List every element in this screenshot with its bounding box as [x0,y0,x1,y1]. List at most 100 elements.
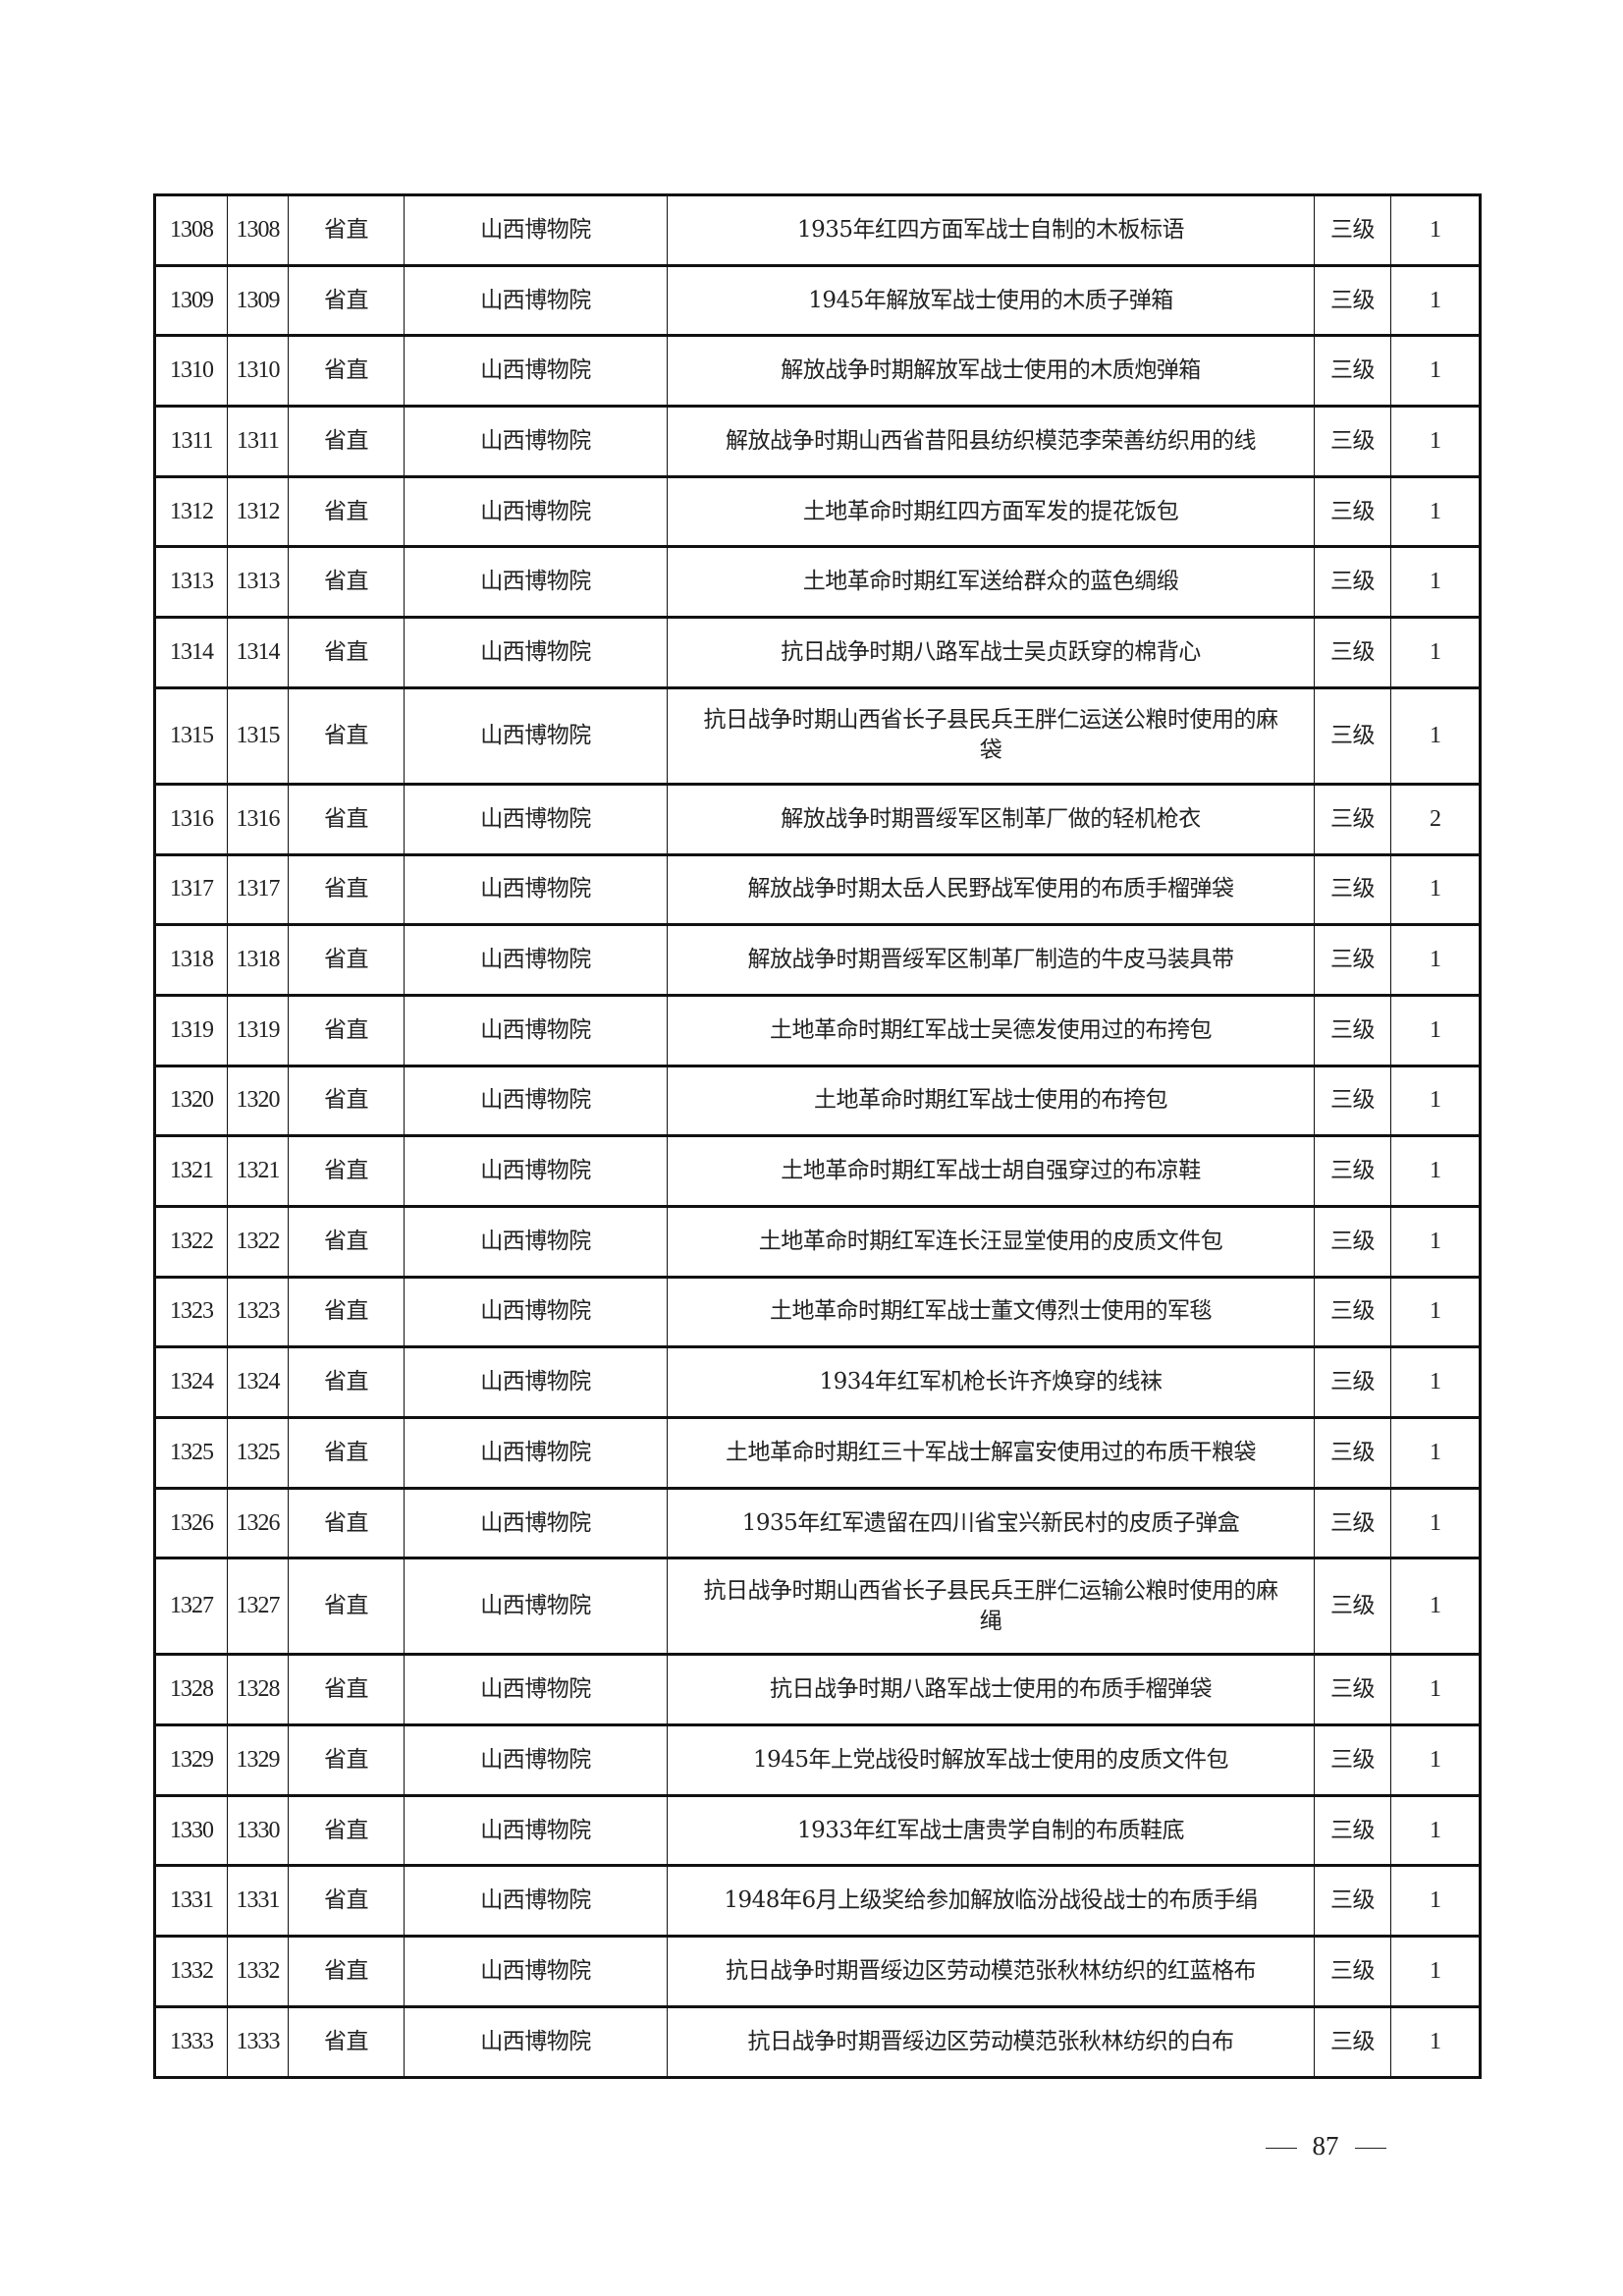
unit-cell: 山西博物院 [404,1487,668,1560]
grade-cell: 三级 [1314,686,1391,786]
table-row: 1331 1331 省直 山西博物院 1948年6月上级奖给参加解放临汾战役战士的布质手… [154,1865,1481,1939]
table-row: 1317 1317 省直 山西博物院 解放战争时期太岳人民野战军使用的布质手榴弹袋 三级 1 [154,853,1481,927]
grade-cell: 三级 [1314,1487,1391,1560]
relic-name-cell: 解放战争时期晋绥军区制革厂做的轻机枪衣 [667,783,1315,856]
table-row: 1330 1330 省直 山西博物院 1933年红军战士唐贵学自制的布质鞋底 三级 1 [154,1794,1481,1868]
quantity-cell: 1 [1390,1417,1481,1490]
table-row: 1312 1312 省直 山西博物院 土地革命时期红四方面军发的提花饭包 三级 1 [154,475,1481,549]
quantity-cell: 1 [1390,1936,1481,2008]
relic-name-cell: 抗日战争时期山西省长子县民兵王胖仁运送公粮时使用的麻袋 [667,686,1315,786]
table-row: 1329 1329 省直 山西博物院 1945年上党战役时解放军战士使用的皮质文件包 三级… [154,1724,1481,1797]
row-number: 1324 [154,1346,228,1419]
quantity-cell: 1 [1390,1135,1481,1208]
catalog-number: 1333 [227,2005,289,2079]
quantity-cell: 2 [1390,783,1481,856]
level-cell: 省直 [288,1346,405,1419]
unit-cell: 山西博物院 [404,1135,668,1208]
relic-name-cell: 解放战争时期山西省昔阳县纺织模范李荣善纺织用的线 [667,406,1315,478]
level-cell: 省直 [288,1558,405,1657]
row-number: 1327 [154,1558,228,1657]
unit-cell: 山西博物院 [404,783,668,856]
row-number: 1330 [154,1794,228,1868]
grade-cell: 三级 [1314,1936,1391,2008]
unit-cell: 山西博物院 [404,1654,668,1727]
level-cell: 省直 [288,617,405,689]
table-row: 1323 1323 省直 山西博物院 土地革命时期红军战士董文傅烈士使用的军毯 三级 1 [154,1276,1481,1349]
table-row: 1309 1309 省直 山西博物院 1945年解放军战士使用的木质子弹箱 三级 1 [154,264,1481,338]
row-number: 1316 [154,783,228,856]
row-number: 1314 [154,617,228,689]
unit-cell: 山西博物院 [404,1936,668,2008]
relic-name-cell: 土地革命时期红军战士使用的布挎包 [667,1065,1315,1138]
unit-cell: 山西博物院 [404,853,668,927]
grade-cell: 三级 [1314,1135,1391,1208]
table-row: 1319 1319 省直 山西博物院 土地革命时期红军战士吴德发使用过的布挎包 三级 1 [154,994,1481,1067]
unit-cell: 山西博物院 [404,2005,668,2079]
row-number: 1326 [154,1487,228,1560]
level-cell: 省直 [288,1865,405,1939]
grade-cell: 三级 [1314,783,1391,856]
unit-cell: 山西博物院 [404,994,668,1067]
unit-cell: 山西博物院 [404,1724,668,1797]
quantity-cell: 1 [1390,1558,1481,1657]
catalog-number: 1330 [227,1794,289,1868]
level-cell: 省直 [288,1205,405,1279]
catalog-number: 1311 [227,406,289,478]
relic-name-cell: 解放战争时期晋绥军区制革厂制造的牛皮马装具带 [667,924,1315,997]
row-number: 1315 [154,686,228,786]
quantity-cell: 1 [1390,853,1481,927]
row-number: 1325 [154,1417,228,1490]
quantity-cell: 1 [1390,924,1481,997]
relic-name-cell: 1934年红军机枪长许齐焕穿的线袜 [667,1346,1315,1419]
quantity-cell: 1 [1390,1205,1481,1279]
catalog-number: 1324 [227,1346,289,1419]
catalog-number: 1313 [227,546,289,620]
grade-cell: 三级 [1314,1417,1391,1490]
table-row: 1313 1313 省直 山西博物院 土地革命时期红军送给群众的蓝色绸缎 三级 1 [154,546,1481,620]
relic-name-cell: 解放战争时期太岳人民野战军使用的布质手榴弹袋 [667,853,1315,927]
row-number: 1328 [154,1654,228,1727]
table-row: 1311 1311 省直 山西博物院 解放战争时期山西省昔阳县纺织模范李荣善纺织用的线三… [154,406,1481,478]
quantity-cell: 1 [1390,194,1481,267]
catalog-number: 1317 [227,853,289,927]
quantity-cell: 1 [1390,2005,1481,2079]
grade-cell: 三级 [1314,335,1391,409]
catalog-number: 1309 [227,264,289,338]
relic-name-cell: 土地革命时期红军战士董文傅烈士使用的军毯 [667,1276,1315,1349]
relic-name-cell: 土地革命时期红军送给群众的蓝色绸缎 [667,546,1315,620]
unit-cell: 山西博物院 [404,406,668,478]
level-cell: 省直 [288,546,405,620]
unit-cell: 山西博物院 [404,335,668,409]
grade-cell: 三级 [1314,1654,1391,1727]
grade-cell: 三级 [1314,1205,1391,1279]
unit-cell: 山西博物院 [404,475,668,549]
row-number: 1319 [154,994,228,1067]
level-cell: 省直 [288,1065,405,1138]
unit-cell: 山西博物院 [404,1346,668,1419]
relic-name-cell: 土地革命时期红三十军战士解富安使用过的布质干粮袋 [667,1417,1315,1490]
quantity-cell: 1 [1390,994,1481,1067]
catalog-number: 1331 [227,1865,289,1939]
grade-cell: 三级 [1314,475,1391,549]
catalog-number: 1329 [227,1724,289,1797]
level-cell: 省直 [288,783,405,856]
catalog-number: 1320 [227,1065,289,1138]
grade-cell: 三级 [1314,406,1391,478]
table-row: 1328 1328 省直 山西博物院 抗日战争时期八路军战士使用的布质手榴弹袋 三级 1 [154,1654,1481,1727]
level-cell: 省直 [288,1487,405,1560]
relics-table-body: 1308 1308 省直 山西博物院 1935年红四方面军战士自制的木板标语 三级 1 130… [154,194,1481,2079]
unit-cell: 山西博物院 [404,1417,668,1490]
relic-name-cell: 土地革命时期红四方面军发的提花饭包 [667,475,1315,549]
row-number: 1309 [154,264,228,338]
grade-cell: 三级 [1314,617,1391,689]
row-number: 1311 [154,406,228,478]
unit-cell: 山西博物院 [404,1065,668,1138]
table-row: 1322 1322 省直 山西博物院 土地革命时期红军连长汪显堂使用的皮质文件包 三级 1 [154,1205,1481,1279]
quantity-cell: 1 [1390,686,1481,786]
relic-name-cell: 1945年解放军战士使用的木质子弹箱 [667,264,1315,338]
row-number: 1317 [154,853,228,927]
catalog-number: 1326 [227,1487,289,1560]
row-number: 1310 [154,335,228,409]
unit-cell: 山西博物院 [404,264,668,338]
row-number: 1332 [154,1936,228,2008]
